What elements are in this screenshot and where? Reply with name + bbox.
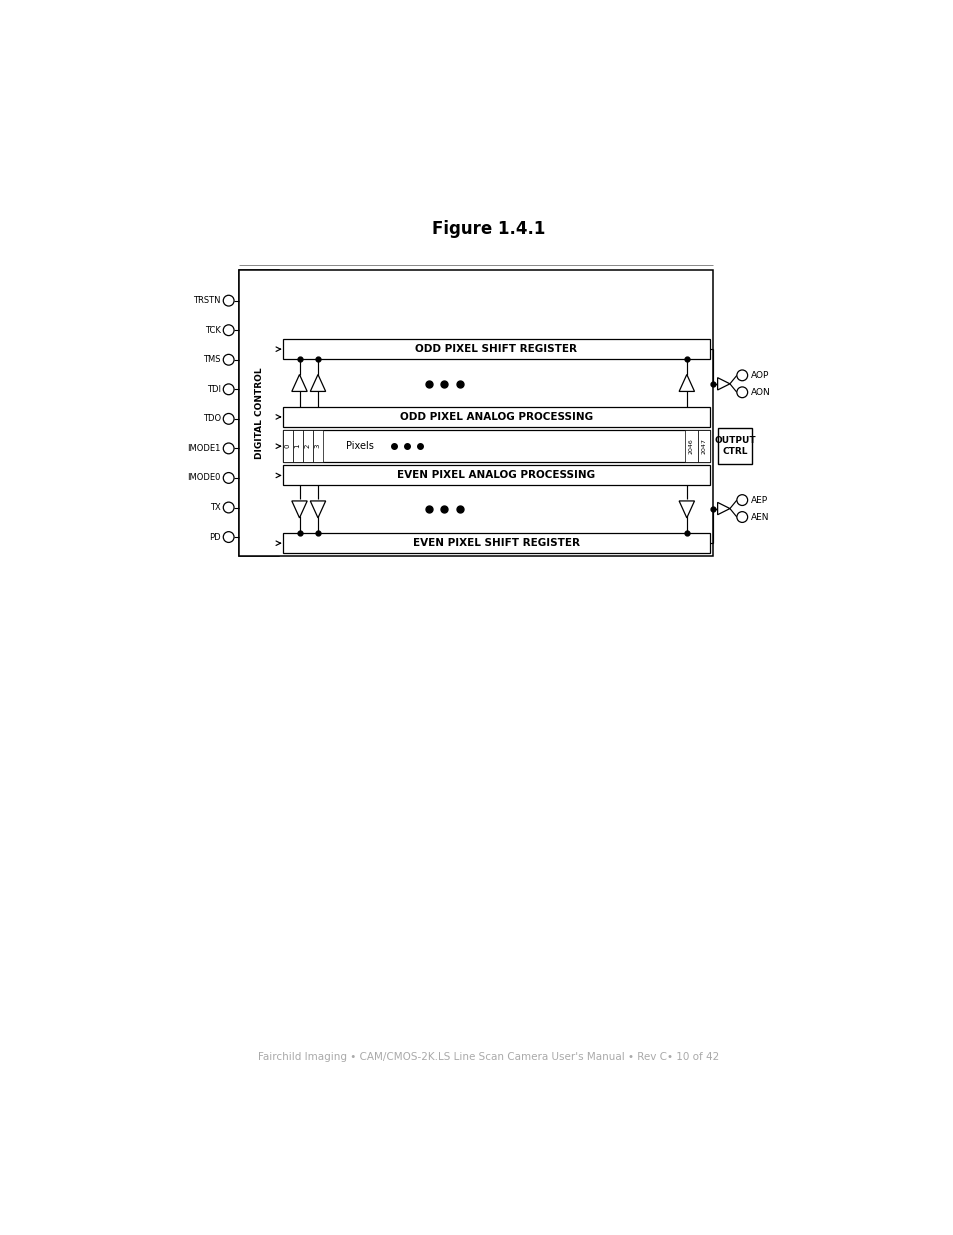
Text: TDO: TDO xyxy=(203,415,221,424)
Text: 2: 2 xyxy=(304,445,311,448)
Circle shape xyxy=(223,531,233,542)
Text: Figure 1.4.1: Figure 1.4.1 xyxy=(432,220,545,238)
Circle shape xyxy=(223,325,233,336)
Circle shape xyxy=(736,511,747,522)
Text: 3: 3 xyxy=(314,443,320,448)
Text: IMODE0: IMODE0 xyxy=(188,473,221,483)
Bar xyxy=(282,430,709,462)
Circle shape xyxy=(223,295,233,306)
Bar xyxy=(282,466,709,485)
Bar xyxy=(697,430,709,462)
Polygon shape xyxy=(310,374,325,391)
Text: ODD PIXEL ANALOG PROCESSING: ODD PIXEL ANALOG PROCESSING xyxy=(399,412,592,422)
Circle shape xyxy=(223,473,233,483)
Text: Pixels: Pixels xyxy=(345,441,374,451)
Text: TRSTN: TRSTN xyxy=(193,296,221,305)
Circle shape xyxy=(223,354,233,366)
Circle shape xyxy=(223,414,233,425)
Text: TCK: TCK xyxy=(205,326,221,335)
Text: AOP: AOP xyxy=(750,370,768,380)
Text: DIGITAL CONTROL: DIGITAL CONTROL xyxy=(254,367,264,459)
Polygon shape xyxy=(310,501,325,517)
Circle shape xyxy=(223,443,233,453)
Text: 0: 0 xyxy=(284,443,291,448)
Text: ODD PIXEL SHIFT REGISTER: ODD PIXEL SHIFT REGISTER xyxy=(415,345,577,354)
Text: AEN: AEN xyxy=(750,513,768,521)
Circle shape xyxy=(223,384,233,395)
Text: EVEN PIXEL SHIFT REGISTER: EVEN PIXEL SHIFT REGISTER xyxy=(413,538,579,548)
Bar xyxy=(717,429,752,464)
Bar xyxy=(313,430,322,462)
Bar xyxy=(282,430,293,462)
Text: 2046: 2046 xyxy=(688,438,693,454)
Text: PD: PD xyxy=(209,532,221,542)
Text: TX: TX xyxy=(210,503,221,513)
Polygon shape xyxy=(292,501,307,517)
Polygon shape xyxy=(292,374,307,391)
Bar xyxy=(293,430,302,462)
Bar xyxy=(239,270,279,556)
Polygon shape xyxy=(717,503,729,515)
Circle shape xyxy=(736,387,747,398)
Text: EVEN PIXEL ANALOG PROCESSING: EVEN PIXEL ANALOG PROCESSING xyxy=(396,471,595,480)
Text: AON: AON xyxy=(750,388,770,396)
Circle shape xyxy=(223,503,233,513)
Bar xyxy=(282,340,709,359)
Text: TDI: TDI xyxy=(207,385,221,394)
Circle shape xyxy=(736,370,747,380)
Text: Fairchild Imaging • CAM/CMOS-2K.LS Line Scan Camera User's Manual • Rev C• 10 of: Fairchild Imaging • CAM/CMOS-2K.LS Line … xyxy=(258,1052,719,1062)
Text: IMODE1: IMODE1 xyxy=(188,443,221,453)
Bar xyxy=(282,406,709,427)
Bar xyxy=(684,430,697,462)
Bar xyxy=(239,270,712,556)
Circle shape xyxy=(736,495,747,505)
Text: TMS: TMS xyxy=(203,356,221,364)
Bar xyxy=(302,430,313,462)
Polygon shape xyxy=(679,501,694,517)
Text: 1: 1 xyxy=(294,443,300,448)
Polygon shape xyxy=(679,374,694,391)
Polygon shape xyxy=(717,378,729,390)
Bar xyxy=(282,534,709,553)
Text: OUTPUT
CTRL: OUTPUT CTRL xyxy=(714,436,755,456)
Text: 2047: 2047 xyxy=(700,438,705,454)
Text: AEP: AEP xyxy=(750,495,767,505)
